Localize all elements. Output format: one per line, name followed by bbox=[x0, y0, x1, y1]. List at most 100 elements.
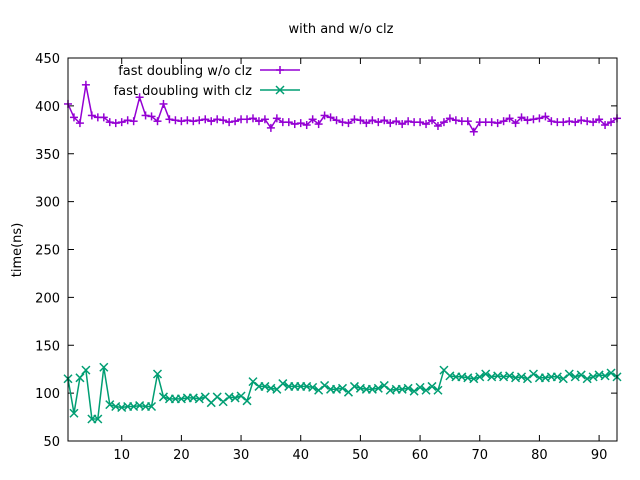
series-2-point bbox=[373, 383, 383, 393]
series-1-point bbox=[314, 120, 323, 129]
series-2-point-b bbox=[403, 383, 413, 393]
series-1-point bbox=[266, 123, 275, 132]
series-2-point bbox=[421, 385, 431, 395]
series-1-point bbox=[404, 117, 413, 126]
series-1-point bbox=[589, 118, 598, 127]
series-1-point bbox=[392, 117, 401, 126]
series-2-point-b bbox=[75, 373, 85, 383]
series-2-point bbox=[433, 385, 443, 395]
series-1-point bbox=[607, 118, 616, 127]
chart-title: with and w/o clz bbox=[289, 22, 394, 37]
series-1-point bbox=[344, 119, 353, 128]
series-1-point bbox=[105, 118, 114, 127]
series-1-point bbox=[356, 116, 365, 125]
series-1-point bbox=[368, 116, 377, 125]
series-2-point bbox=[236, 391, 246, 401]
series-2-point-b bbox=[81, 365, 91, 375]
series-1-point bbox=[195, 116, 204, 125]
series-2-point bbox=[349, 381, 359, 391]
series-1-point bbox=[517, 113, 526, 122]
series-2-point bbox=[337, 383, 348, 393]
series-2-point-b bbox=[469, 374, 479, 384]
series-1-point bbox=[141, 111, 150, 120]
series-1-point bbox=[147, 112, 156, 121]
series-2-point bbox=[320, 380, 330, 390]
series-1-point bbox=[87, 111, 96, 120]
series-2-point bbox=[278, 379, 288, 389]
series-2-point bbox=[600, 371, 610, 381]
series-1-point bbox=[535, 114, 544, 123]
series-1-point bbox=[296, 119, 305, 128]
series-1-point bbox=[201, 115, 210, 124]
series-2-point bbox=[582, 374, 592, 384]
legend-label-1: fast doubling w/o clz bbox=[118, 64, 252, 79]
series-1-point bbox=[225, 118, 234, 127]
series-2 bbox=[63, 362, 622, 424]
series-2-point bbox=[409, 386, 419, 396]
series-2-point bbox=[105, 400, 115, 410]
series-1-point bbox=[445, 114, 454, 123]
series-2-point-b bbox=[564, 369, 574, 379]
series-1-point bbox=[284, 118, 293, 127]
series-1-point bbox=[123, 116, 132, 125]
legend-label-2: fast doubling with clz bbox=[114, 84, 253, 99]
series-2-point-b bbox=[236, 391, 246, 401]
series-1-point bbox=[129, 117, 138, 126]
series-2-point-b bbox=[367, 384, 377, 394]
series-2-point-b bbox=[69, 408, 79, 418]
x-tick-label: 70 bbox=[471, 448, 488, 463]
series-2-point bbox=[158, 392, 169, 402]
series-2-point bbox=[248, 377, 258, 387]
series-2-point-b bbox=[421, 385, 431, 395]
series-1-point bbox=[171, 116, 180, 125]
series-1-point bbox=[254, 117, 263, 126]
series-2-point-b bbox=[158, 392, 169, 402]
series-1-point bbox=[302, 121, 311, 130]
series-1-point bbox=[260, 115, 269, 124]
y-tick-label: 100 bbox=[35, 387, 60, 402]
series-2-point-b bbox=[397, 384, 407, 394]
series-2-point bbox=[93, 414, 103, 424]
y-tick-label: 350 bbox=[35, 148, 60, 163]
series-1-point bbox=[81, 80, 90, 89]
series-1-point bbox=[529, 115, 538, 124]
series-2-point bbox=[469, 374, 479, 384]
series-2-point bbox=[194, 394, 204, 404]
series-1-point bbox=[541, 112, 550, 121]
series-2-point-b bbox=[93, 414, 103, 424]
series-2-point bbox=[528, 369, 538, 379]
x-tick-label: 40 bbox=[292, 448, 309, 463]
series-2-point-b bbox=[200, 392, 210, 402]
series-2-point bbox=[314, 385, 324, 395]
series-2-point bbox=[212, 392, 222, 402]
series-2-point bbox=[564, 369, 574, 379]
series-2-point bbox=[218, 397, 228, 407]
y-tick-label: 300 bbox=[35, 196, 60, 211]
series-2-point-b bbox=[147, 401, 157, 412]
legend-marker-2-b bbox=[275, 85, 285, 95]
series-2-point-b bbox=[522, 374, 533, 384]
series-2-point bbox=[81, 365, 91, 375]
series-2-point-b bbox=[308, 382, 318, 392]
series-1-point bbox=[219, 116, 228, 125]
series-2-point bbox=[475, 372, 485, 382]
series-2-point-b bbox=[379, 380, 389, 390]
series-1-point bbox=[493, 119, 502, 128]
series-2-point-b bbox=[570, 372, 580, 382]
y-tick-label: 400 bbox=[35, 100, 60, 115]
series-2-point-b bbox=[516, 372, 527, 382]
series-2-point bbox=[230, 393, 240, 403]
series-2-point bbox=[588, 372, 598, 382]
series-1-point bbox=[601, 121, 610, 130]
series-2-point-b bbox=[576, 370, 586, 380]
y-tick-label: 250 bbox=[35, 244, 60, 259]
axis-ticks: 50 100 150 200 250 300 350 400 450 10 20 30 40 50 60 70… bbox=[35, 52, 617, 463]
series-2-point-b bbox=[212, 392, 222, 402]
series-1-point bbox=[583, 117, 592, 126]
series-2-point-b bbox=[242, 396, 252, 406]
series-2-point-b bbox=[117, 402, 127, 413]
series-2-point-b bbox=[582, 374, 592, 384]
series-1-point bbox=[165, 115, 174, 124]
series-2-point-b bbox=[332, 384, 342, 394]
series-1-point bbox=[463, 117, 472, 126]
